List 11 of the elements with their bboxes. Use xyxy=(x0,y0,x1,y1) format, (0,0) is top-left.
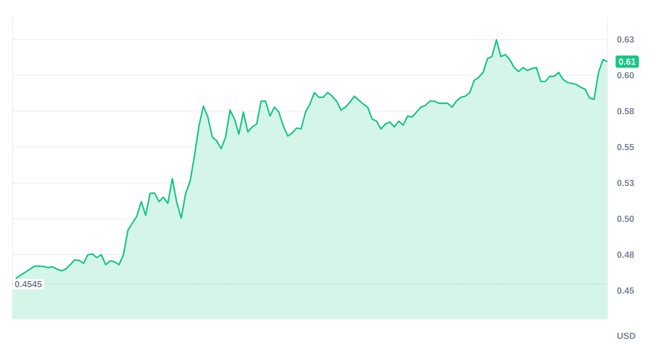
y-tick-label: 0.50 xyxy=(617,216,634,222)
text: 0.61 xyxy=(618,58,636,65)
ref-line-label: 0.4545 xyxy=(15,280,42,288)
y-tick-label: 0.55 xyxy=(617,144,634,150)
y-tick-label: 0.53 xyxy=(617,180,634,186)
y-tick-label: 0.60 xyxy=(617,72,634,78)
y-axis-title: USD xyxy=(617,332,636,340)
y-tick-label: 0.63 xyxy=(617,36,634,43)
y-tick-label: 0.45 xyxy=(617,287,634,294)
y-tick-label: 0.58 xyxy=(617,108,634,114)
y-tick-label: 0.48 xyxy=(617,252,634,258)
